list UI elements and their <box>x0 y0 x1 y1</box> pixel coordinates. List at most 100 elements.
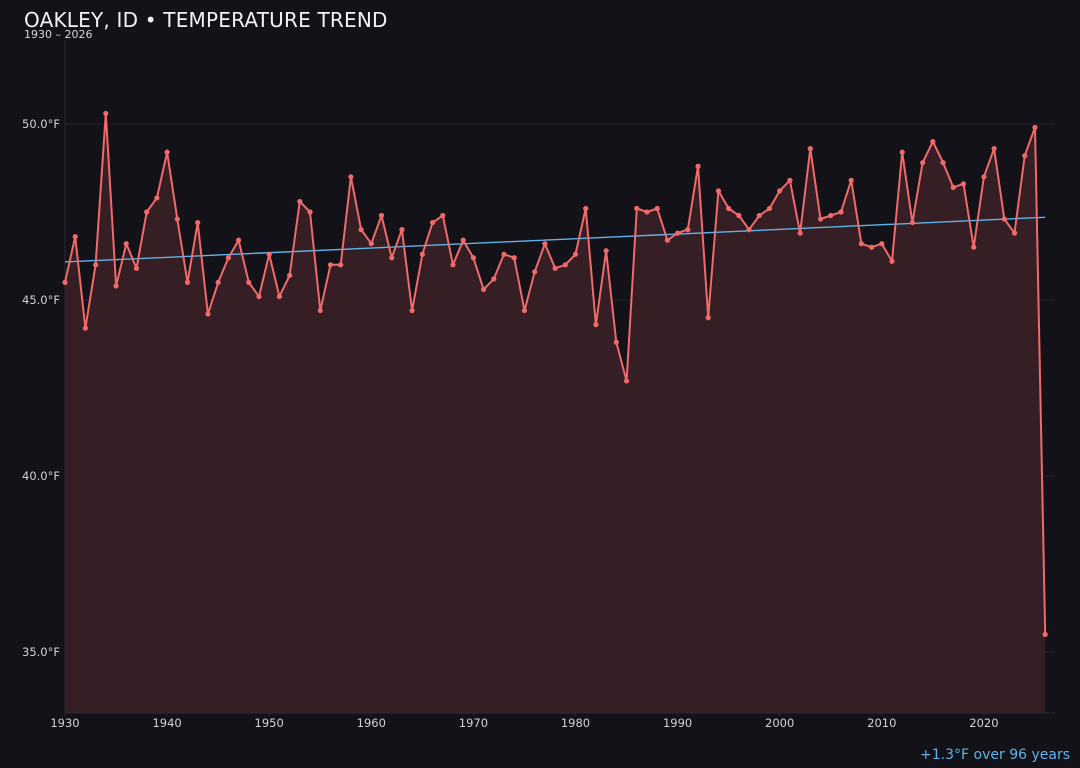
x-axis-tick-labels: 1930 1940 1950 1960 1970 1980 1990 2000 2010 2020 <box>50 713 999 730</box>
data-point <box>920 160 926 166</box>
data-point <box>358 227 364 233</box>
trend-line-path <box>64 216 1046 263</box>
data-point <box>715 188 722 194</box>
y-tick-label: 40.0°F <box>22 469 60 483</box>
data-point <box>552 265 558 271</box>
chart-subtitle: 1930 – 2026 <box>24 28 93 41</box>
data-point <box>429 219 436 226</box>
data-point <box>817 216 824 222</box>
data-point <box>440 212 446 219</box>
data-point <box>246 279 252 285</box>
data-point <box>685 227 691 233</box>
data-point <box>695 163 701 169</box>
x-tick-label: 2020 <box>969 716 998 730</box>
data-point <box>705 315 711 321</box>
data-point <box>133 265 140 271</box>
data-point <box>766 205 773 212</box>
trend-line <box>64 216 1046 263</box>
y-tick-label: 50.0°F <box>22 117 60 131</box>
data-point <box>899 149 905 155</box>
data-point <box>460 237 466 243</box>
data-point <box>481 286 487 293</box>
data-point <box>72 234 78 240</box>
data-point <box>276 293 283 300</box>
data-point <box>736 212 742 219</box>
data-point <box>235 237 242 243</box>
area-fill-path <box>65 113 1046 713</box>
data-point <box>215 279 221 285</box>
chart-title: OAKLEY, ID • TEMPERATURE TREND <box>24 8 388 32</box>
data-point <box>287 272 293 278</box>
data-point <box>634 205 640 212</box>
data-point <box>307 209 313 215</box>
temperature-area-fill <box>65 113 1046 713</box>
data-point <box>1042 631 1048 638</box>
data-point <box>654 205 660 212</box>
data-point <box>593 322 599 328</box>
data-point <box>838 209 844 215</box>
data-point <box>981 174 987 180</box>
data-point <box>62 279 68 285</box>
data-point <box>726 205 732 212</box>
data-point <box>348 174 354 180</box>
data-point <box>184 279 191 285</box>
data-point <box>756 212 762 219</box>
x-tick-label: 1960 <box>357 716 386 730</box>
data-point <box>664 237 670 243</box>
data-point <box>675 230 681 236</box>
y-tick-label: 45.0°F <box>22 293 60 307</box>
data-point <box>368 241 374 247</box>
x-tick-label: 1940 <box>152 716 181 730</box>
data-point <box>144 209 150 215</box>
data-point <box>225 255 231 261</box>
x-tick-label: 2000 <box>765 716 794 730</box>
data-point <box>950 184 956 190</box>
data-point <box>338 262 344 268</box>
data-point <box>1001 216 1007 222</box>
data-point <box>164 149 170 155</box>
data-point <box>297 198 303 205</box>
data-point <box>868 244 875 250</box>
data-point <box>174 216 180 222</box>
data-point <box>909 219 916 226</box>
data-point <box>113 283 119 289</box>
data-point <box>858 241 864 247</box>
data-point <box>603 248 609 254</box>
data-point <box>399 227 405 233</box>
axes <box>64 40 1055 714</box>
data-point <box>123 241 129 247</box>
data-point <box>532 269 538 275</box>
data-point <box>327 262 334 268</box>
data-point <box>572 251 579 257</box>
data-point <box>991 146 997 152</box>
data-point <box>960 181 967 187</box>
data-point <box>378 212 385 219</box>
data-point <box>389 255 395 261</box>
data-point <box>583 205 589 212</box>
data-point <box>511 255 517 261</box>
y-tick-label: 35.0°F <box>22 645 60 659</box>
data-point <box>93 262 99 268</box>
data-point <box>807 146 813 152</box>
data-point <box>266 251 272 257</box>
data-point <box>797 230 803 236</box>
data-point <box>82 325 89 331</box>
data-point <box>317 307 323 314</box>
data-point <box>542 241 548 247</box>
data-point <box>1032 124 1038 131</box>
data-point <box>848 177 854 183</box>
data-point <box>889 258 895 264</box>
data-point <box>470 255 476 261</box>
x-tick-label: 1970 <box>459 716 488 730</box>
data-point <box>450 262 456 268</box>
data-point <box>613 339 619 345</box>
x-tick-label: 2010 <box>867 716 896 730</box>
data-point <box>521 307 528 314</box>
x-tick-label: 1950 <box>255 716 284 730</box>
data-point <box>491 276 497 282</box>
data-point <box>419 251 425 257</box>
y-axis-tick-labels: 35.0°F 40.0°F 45.0°F 50.0°F <box>22 117 60 659</box>
data-point <box>777 188 783 194</box>
